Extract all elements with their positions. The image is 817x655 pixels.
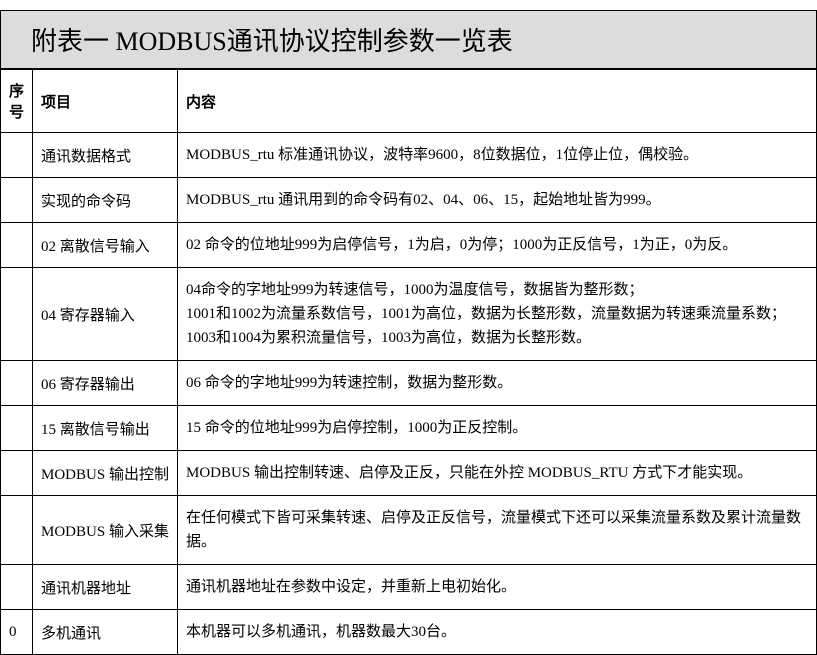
table-row: 15 离散信号输出 15 命令的位地址999为启停控制，1000为正反控制。 <box>1 406 817 451</box>
cell-seq <box>1 268 33 361</box>
cell-content: 15 命令的位地址999为启停控制，1000为正反控制。 <box>178 406 817 451</box>
table-body: 通讯数据格式 MODBUS_rtu 标准通讯协议，波特率9600，8位数据位，1… <box>1 133 817 655</box>
table-row: 06 寄存器输出 06 命令的字地址999为转速控制，数据为整形数。 <box>1 361 817 406</box>
cell-item: 通讯机器地址 <box>33 565 178 610</box>
cell-item: 06 寄存器输出 <box>33 361 178 406</box>
table-header-row: 序号 项目 内容 <box>1 70 817 133</box>
cell-seq <box>1 496 33 565</box>
cell-content: 在任何模式下皆可采集转速、启停及正反信号，流量模式下还可以采集流量系数及累计流量… <box>178 496 817 565</box>
cell-seq <box>1 178 33 223</box>
cell-seq <box>1 565 33 610</box>
cell-item: 通讯数据格式 <box>33 133 178 178</box>
cell-content: MODBUS_rtu 通讯用到的命令码有02、04、06、15，起始地址皆为99… <box>178 178 817 223</box>
table-row: 04 寄存器输入 04命令的字地址999为转速信号，1000为温度信号，数据皆为… <box>1 268 817 361</box>
table-row: 02 离散信号输入 02 命令的位地址999为启停信号，1为启，0为停；1000… <box>1 223 817 268</box>
cell-seq: 0 <box>1 610 33 655</box>
cell-item: 02 离散信号输入 <box>33 223 178 268</box>
document-title: 附表一 MODBUS通讯协议控制参数一览表 <box>0 10 817 69</box>
cell-item: MODBUS 输入采集 <box>33 496 178 565</box>
cell-content: 06 命令的字地址999为转速控制，数据为整形数。 <box>178 361 817 406</box>
cell-seq <box>1 406 33 451</box>
cell-item: 实现的命令码 <box>33 178 178 223</box>
header-item: 项目 <box>33 70 178 133</box>
cell-item: MODBUS 输出控制 <box>33 451 178 496</box>
table-row: MODBUS 输出控制 MODBUS 输出控制转速、启停及正反，只能在外控 MO… <box>1 451 817 496</box>
cell-content: 通讯机器地址在参数中设定，并重新上电初始化。 <box>178 565 817 610</box>
cell-content: 04命令的字地址999为转速信号，1000为温度信号，数据皆为整形数；1001和… <box>178 268 817 361</box>
table-row: 0 多机通讯 本机器可以多机通讯，机器数最大30台。 <box>1 610 817 655</box>
header-content: 内容 <box>178 70 817 133</box>
cell-item: 多机通讯 <box>33 610 178 655</box>
cell-content: MODBUS 输出控制转速、启停及正反，只能在外控 MODBUS_RTU 方式下… <box>178 451 817 496</box>
table-row: 实现的命令码 MODBUS_rtu 通讯用到的命令码有02、04、06、15，起… <box>1 178 817 223</box>
table-row: MODBUS 输入采集 在任何模式下皆可采集转速、启停及正反信号，流量模式下还可… <box>1 496 817 565</box>
cell-item: 15 离散信号输出 <box>33 406 178 451</box>
cell-content: 02 命令的位地址999为启停信号，1为启，0为停；1000为正反信号，1为正，… <box>178 223 817 268</box>
cell-item: 04 寄存器输入 <box>33 268 178 361</box>
cell-seq <box>1 361 33 406</box>
cell-seq <box>1 451 33 496</box>
cell-seq <box>1 223 33 268</box>
cell-content: 本机器可以多机通讯，机器数最大30台。 <box>178 610 817 655</box>
document-container: 附表一 MODBUS通讯协议控制参数一览表 序号 项目 内容 通讯数据格式 MO… <box>0 10 817 655</box>
cell-seq <box>1 133 33 178</box>
table-row: 通讯数据格式 MODBUS_rtu 标准通讯协议，波特率9600，8位数据位，1… <box>1 133 817 178</box>
header-seq: 序号 <box>1 70 33 133</box>
cell-content: MODBUS_rtu 标准通讯协议，波特率9600，8位数据位，1位停止位，偶校… <box>178 133 817 178</box>
table-row: 通讯机器地址 通讯机器地址在参数中设定，并重新上电初始化。 <box>1 565 817 610</box>
parameters-table: 序号 项目 内容 通讯数据格式 MODBUS_rtu 标准通讯协议，波特率960… <box>0 69 817 655</box>
